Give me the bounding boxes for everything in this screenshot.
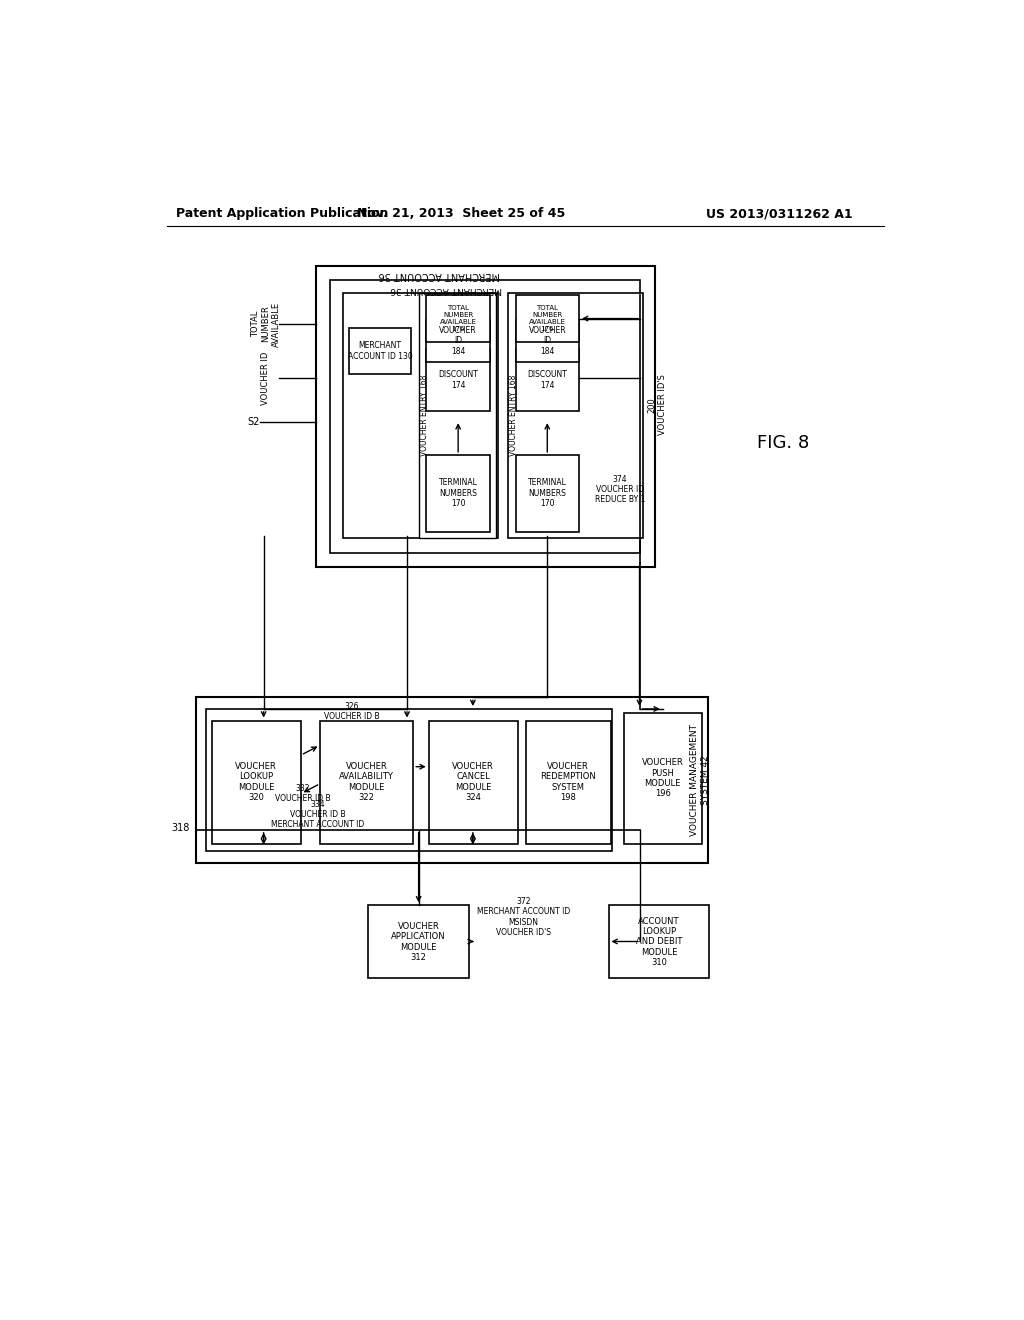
Bar [343,293,499,539]
Text: ACCOUNT
LOOKUP
AND DEBIT
MODULE
310: ACCOUNT LOOKUP AND DEBIT MODULE 310 [636,916,682,968]
Text: TERMINAL
NUMBERS
170: TERMINAL NUMBERS 170 [438,478,477,508]
Text: TOTAL
NUMBER
AVAILABLE
176: TOTAL NUMBER AVAILABLE 176 [439,305,476,333]
Text: MERCHANT ACCOUNT 36: MERCHANT ACCOUNT 36 [378,271,500,280]
Text: VOUCHER ENTRY 168: VOUCHER ENTRY 168 [420,375,429,457]
Bar [321,721,414,843]
Bar [349,327,411,374]
Bar [525,721,611,843]
Bar [515,455,579,532]
Text: VOUCHER
CANCEL
MODULE
324: VOUCHER CANCEL MODULE 324 [453,762,495,803]
Text: 372
MERCHANT ACCOUNT ID
MSISDN
VOUCHER ID'S: 372 MERCHANT ACCOUNT ID MSISDN VOUCHER I… [477,896,570,937]
Bar [426,455,489,532]
Text: 334
VOUCHER ID B
MERCHANT ACCOUNT ID: 334 VOUCHER ID B MERCHANT ACCOUNT ID [271,800,365,829]
Text: TERMINAL
NUMBERS
170: TERMINAL NUMBERS 170 [527,478,566,508]
Text: 332
VOUCHER ID B: 332 VOUCHER ID B [274,784,330,804]
Bar [426,350,489,411]
Bar [515,296,579,342]
Text: 200
VOUCHER ID'S: 200 VOUCHER ID'S [647,375,667,436]
Bar [330,280,640,553]
Bar [608,906,710,978]
Text: 374
VOUCHER ID
REDUCE BY 1: 374 VOUCHER ID REDUCE BY 1 [595,475,645,504]
Text: 318: 318 [172,824,190,833]
Text: FIG. 8: FIG. 8 [757,434,809,453]
Bar [508,293,643,539]
Bar [429,721,518,843]
Bar [426,296,489,342]
Text: VOUCHER ID: VOUCHER ID [261,351,270,404]
Text: VOUCHER
APPLICATION
MODULE
312: VOUCHER APPLICATION MODULE 312 [391,921,445,962]
Text: VOUCHER
ID
184: VOUCHER ID 184 [439,326,477,356]
Text: TOTAL
NUMBER
AVAILABLE: TOTAL NUMBER AVAILABLE [251,301,281,347]
Bar [206,709,612,851]
Text: MERCHANT ACCOUNT 36: MERCHANT ACCOUNT 36 [390,285,502,294]
Text: 326
VOUCHER ID B: 326 VOUCHER ID B [324,701,380,721]
Text: MERCHANT
ACCOUNT ID 130: MERCHANT ACCOUNT ID 130 [347,341,413,360]
Text: TOTAL
NUMBER
AVAILABLE
176: TOTAL NUMBER AVAILABLE 176 [528,305,566,333]
Text: Nov. 21, 2013  Sheet 25 of 45: Nov. 21, 2013 Sheet 25 of 45 [357,207,565,220]
Text: VOUCHER
AVAILABILITY
MODULE
322: VOUCHER AVAILABILITY MODULE 322 [339,762,394,803]
Text: VOUCHER
LOOKUP
MODULE
320: VOUCHER LOOKUP MODULE 320 [236,762,278,803]
Bar [624,713,701,843]
Text: VOUCHER
ID
184: VOUCHER ID 184 [528,326,566,356]
Text: VOUCHER
REDEMPTION
SYSTEM
198: VOUCHER REDEMPTION SYSTEM 198 [541,762,596,803]
Bar [426,321,489,363]
Text: VOUCHER
PUSH
MODULE
196: VOUCHER PUSH MODULE 196 [642,758,684,799]
Bar [369,906,469,978]
Bar [212,721,301,843]
Text: S2: S2 [248,417,260,426]
Bar [197,697,708,863]
Bar [515,350,579,411]
Bar [315,267,655,566]
Text: US 2013/0311262 A1: US 2013/0311262 A1 [706,207,852,220]
Text: DISCOUNT
174: DISCOUNT 174 [527,371,567,389]
Bar [515,321,579,363]
Text: Patent Application Publication: Patent Application Publication [176,207,388,220]
Text: DISCOUNT
174: DISCOUNT 174 [438,371,478,389]
Bar [419,293,496,539]
Text: VOUCHER ENTRY 168: VOUCHER ENTRY 168 [510,375,518,457]
Text: VOUCHER MANAGEMENT
SYSTEM 42: VOUCHER MANAGEMENT SYSTEM 42 [690,725,710,836]
